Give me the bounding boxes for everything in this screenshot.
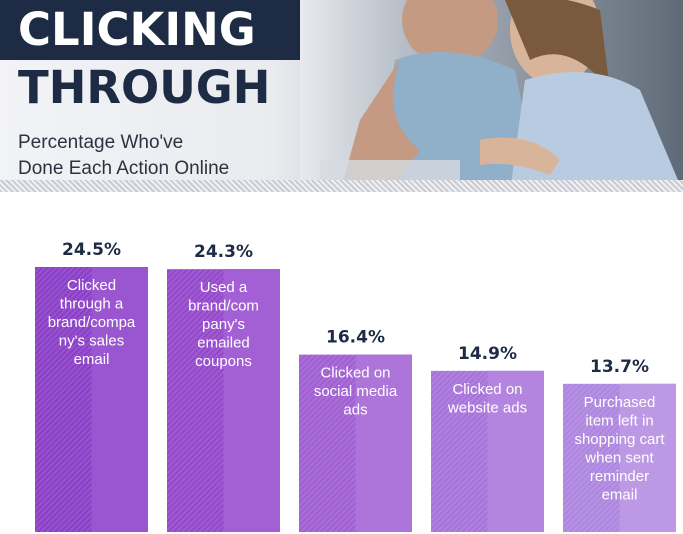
bar-texture-4 xyxy=(431,370,488,532)
header-banner: CLICKING THROUGH Percentage Who've Done … xyxy=(0,0,683,192)
value-label-1: 24.5% xyxy=(62,240,121,260)
value-label-3: 16.4% xyxy=(326,328,385,348)
bar-highlight-4 xyxy=(487,370,544,532)
bar-highlight-5 xyxy=(619,383,676,532)
hatch-divider xyxy=(0,180,683,192)
page-subtitle: Percentage Who've Done Each Action Onlin… xyxy=(18,130,298,182)
value-label-5: 13.7% xyxy=(590,357,649,377)
header-photo xyxy=(300,0,683,192)
bar-highlight-1 xyxy=(91,267,148,532)
bar-highlight-3 xyxy=(355,354,412,532)
value-label-4: 14.9% xyxy=(458,344,517,364)
subtitle-line1: Percentage Who've xyxy=(18,132,184,153)
page-title-line1: CLICKING xyxy=(18,3,256,56)
category-label-1: Clicked through a brand/compa ny's sales ema… xyxy=(48,277,136,368)
category-label-3: Clicked on social media ads xyxy=(314,365,398,419)
page-title-line2: THROUGH xyxy=(18,61,271,114)
bar-texture-3 xyxy=(299,354,356,532)
bar-texture-2 xyxy=(167,269,224,532)
title-box xyxy=(0,0,300,60)
bar-texture-5 xyxy=(563,383,620,532)
category-label-2: Used a brand/com pany's emailed coupons xyxy=(188,279,259,370)
subtitle-line2: Done Each Action Online xyxy=(18,158,230,179)
bars-group: 24.5% Clicked through a brand/compa ny's sal… xyxy=(35,240,676,532)
bar-texture-1 xyxy=(35,267,92,532)
value-label-2: 24.3% xyxy=(194,242,253,262)
category-label-4: Clicked on website ads xyxy=(447,381,527,417)
category-label-5: Purchased item left in shopping cart when s… xyxy=(574,394,665,504)
bar-highlight-2 xyxy=(223,269,280,532)
